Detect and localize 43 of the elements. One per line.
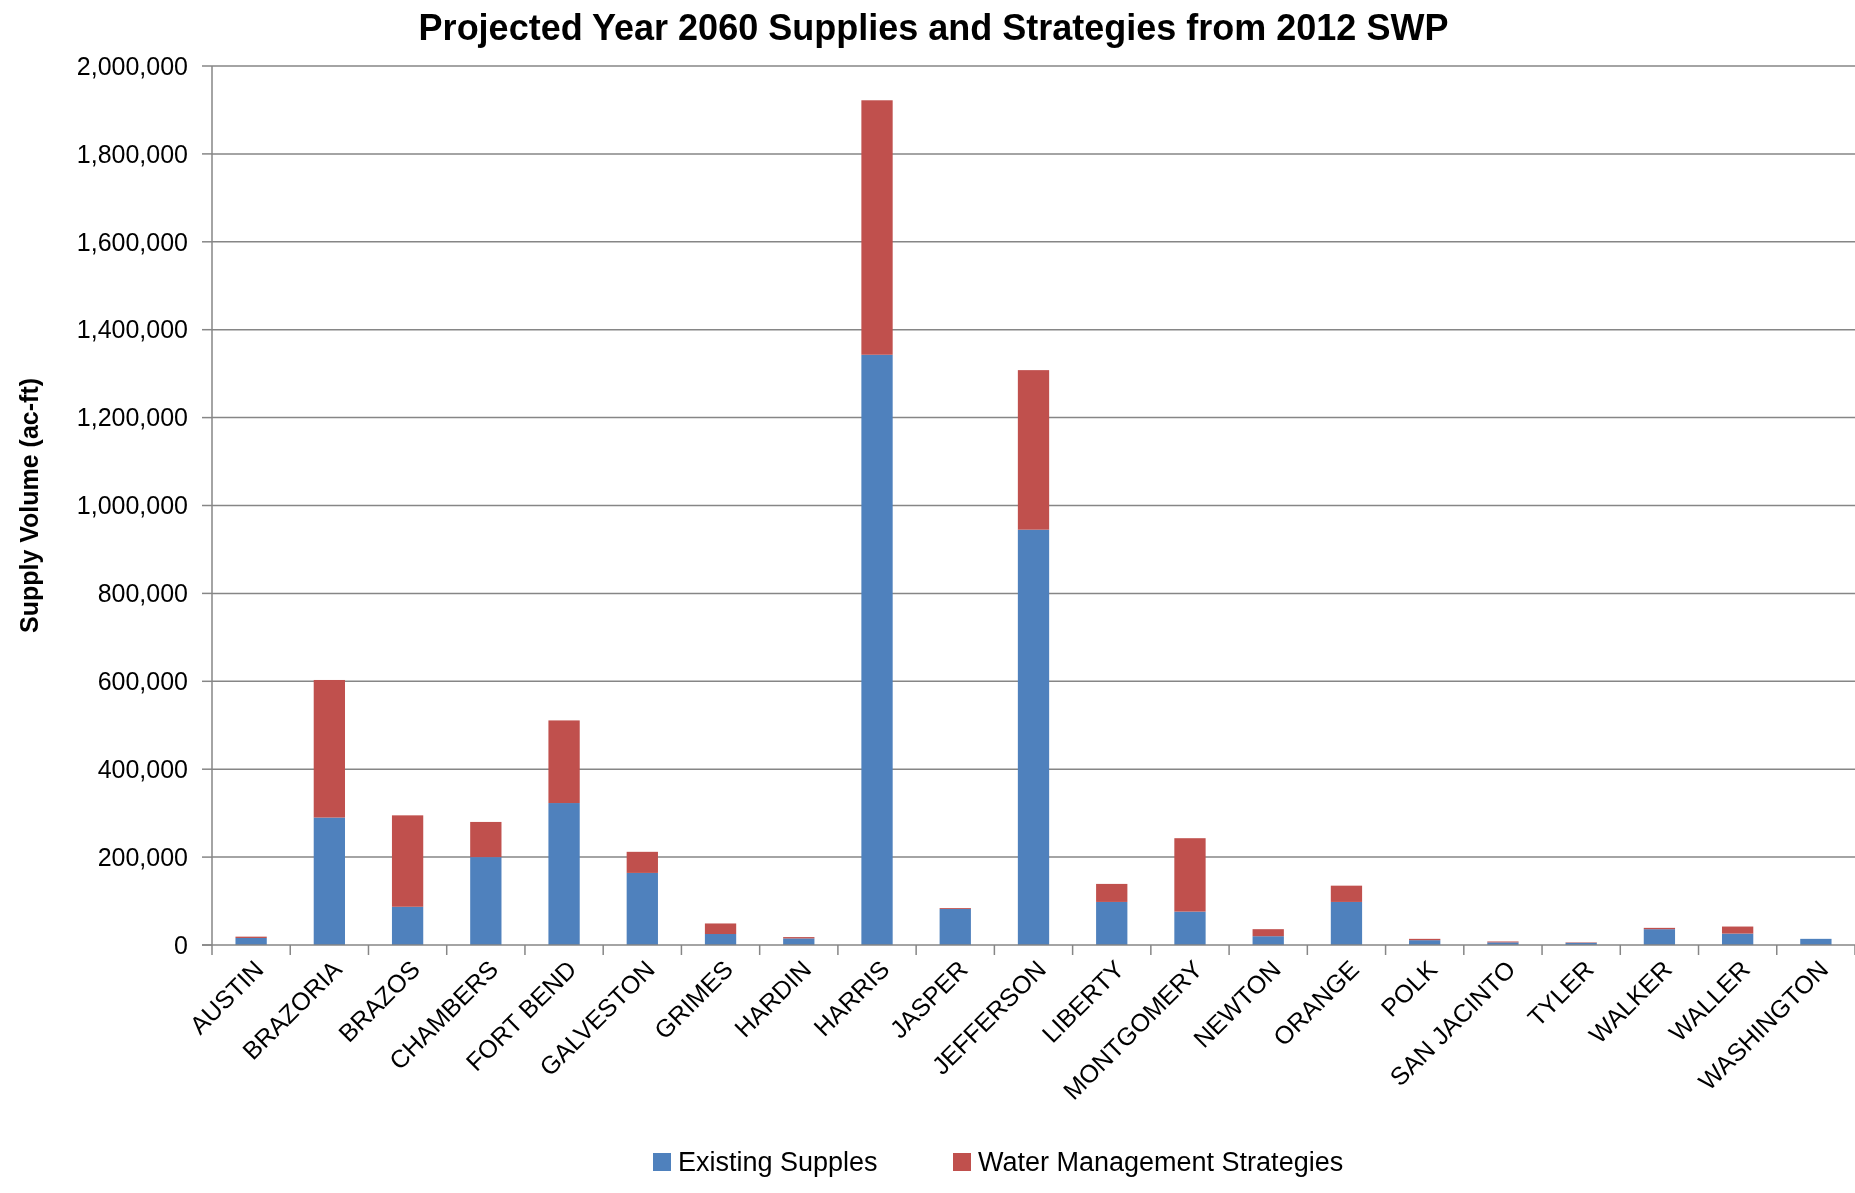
bar bbox=[391, 815, 424, 907]
y-tick-label: 400,000 bbox=[97, 754, 188, 783]
bar bbox=[1252, 929, 1284, 937]
bar bbox=[626, 851, 658, 873]
bar bbox=[470, 857, 502, 945]
bar bbox=[1722, 926, 1754, 934]
bar bbox=[1096, 901, 1128, 945]
bar bbox=[1330, 901, 1363, 945]
bar bbox=[313, 817, 346, 945]
bar bbox=[1174, 911, 1206, 945]
bar bbox=[1330, 885, 1363, 902]
bar bbox=[548, 803, 580, 945]
y-tick-label: 1,200,000 bbox=[76, 403, 188, 432]
bar bbox=[1017, 370, 1050, 530]
bar bbox=[548, 720, 580, 804]
bar bbox=[470, 821, 502, 858]
bar bbox=[313, 679, 346, 818]
y-axis-title: Supply Volume (ac-ft) bbox=[15, 377, 43, 634]
y-tick-label: 1,600,000 bbox=[76, 227, 188, 256]
bar bbox=[704, 934, 737, 945]
bar bbox=[391, 906, 424, 945]
chart-title: Projected Year 2060 Supplies and Strategies from 2012 SWP bbox=[418, 7, 1449, 48]
bar bbox=[783, 938, 815, 945]
y-tick-label: 800,000 bbox=[97, 579, 188, 608]
bar bbox=[939, 908, 971, 945]
legend-label: Existing Supples bbox=[678, 1147, 878, 1177]
bar bbox=[704, 923, 737, 935]
y-tick-label: 1,000,000 bbox=[76, 491, 188, 520]
bar bbox=[1174, 838, 1206, 912]
bar bbox=[861, 354, 893, 945]
bar bbox=[1252, 936, 1284, 945]
bar bbox=[1643, 929, 1676, 945]
y-tick-label: 0 bbox=[174, 930, 188, 959]
bar bbox=[1096, 883, 1128, 902]
y-tick-label: 2,000,000 bbox=[76, 51, 188, 80]
y-tick-label: 600,000 bbox=[97, 667, 188, 696]
bar bbox=[1017, 529, 1050, 945]
y-tick-label: 1,800,000 bbox=[76, 139, 188, 168]
bar bbox=[626, 872, 658, 945]
y-tick-label: 1,400,000 bbox=[76, 315, 188, 344]
y-tick-label: 200,000 bbox=[97, 842, 188, 871]
bar bbox=[861, 100, 893, 355]
legend-label: Water Management Strategies bbox=[978, 1147, 1344, 1177]
